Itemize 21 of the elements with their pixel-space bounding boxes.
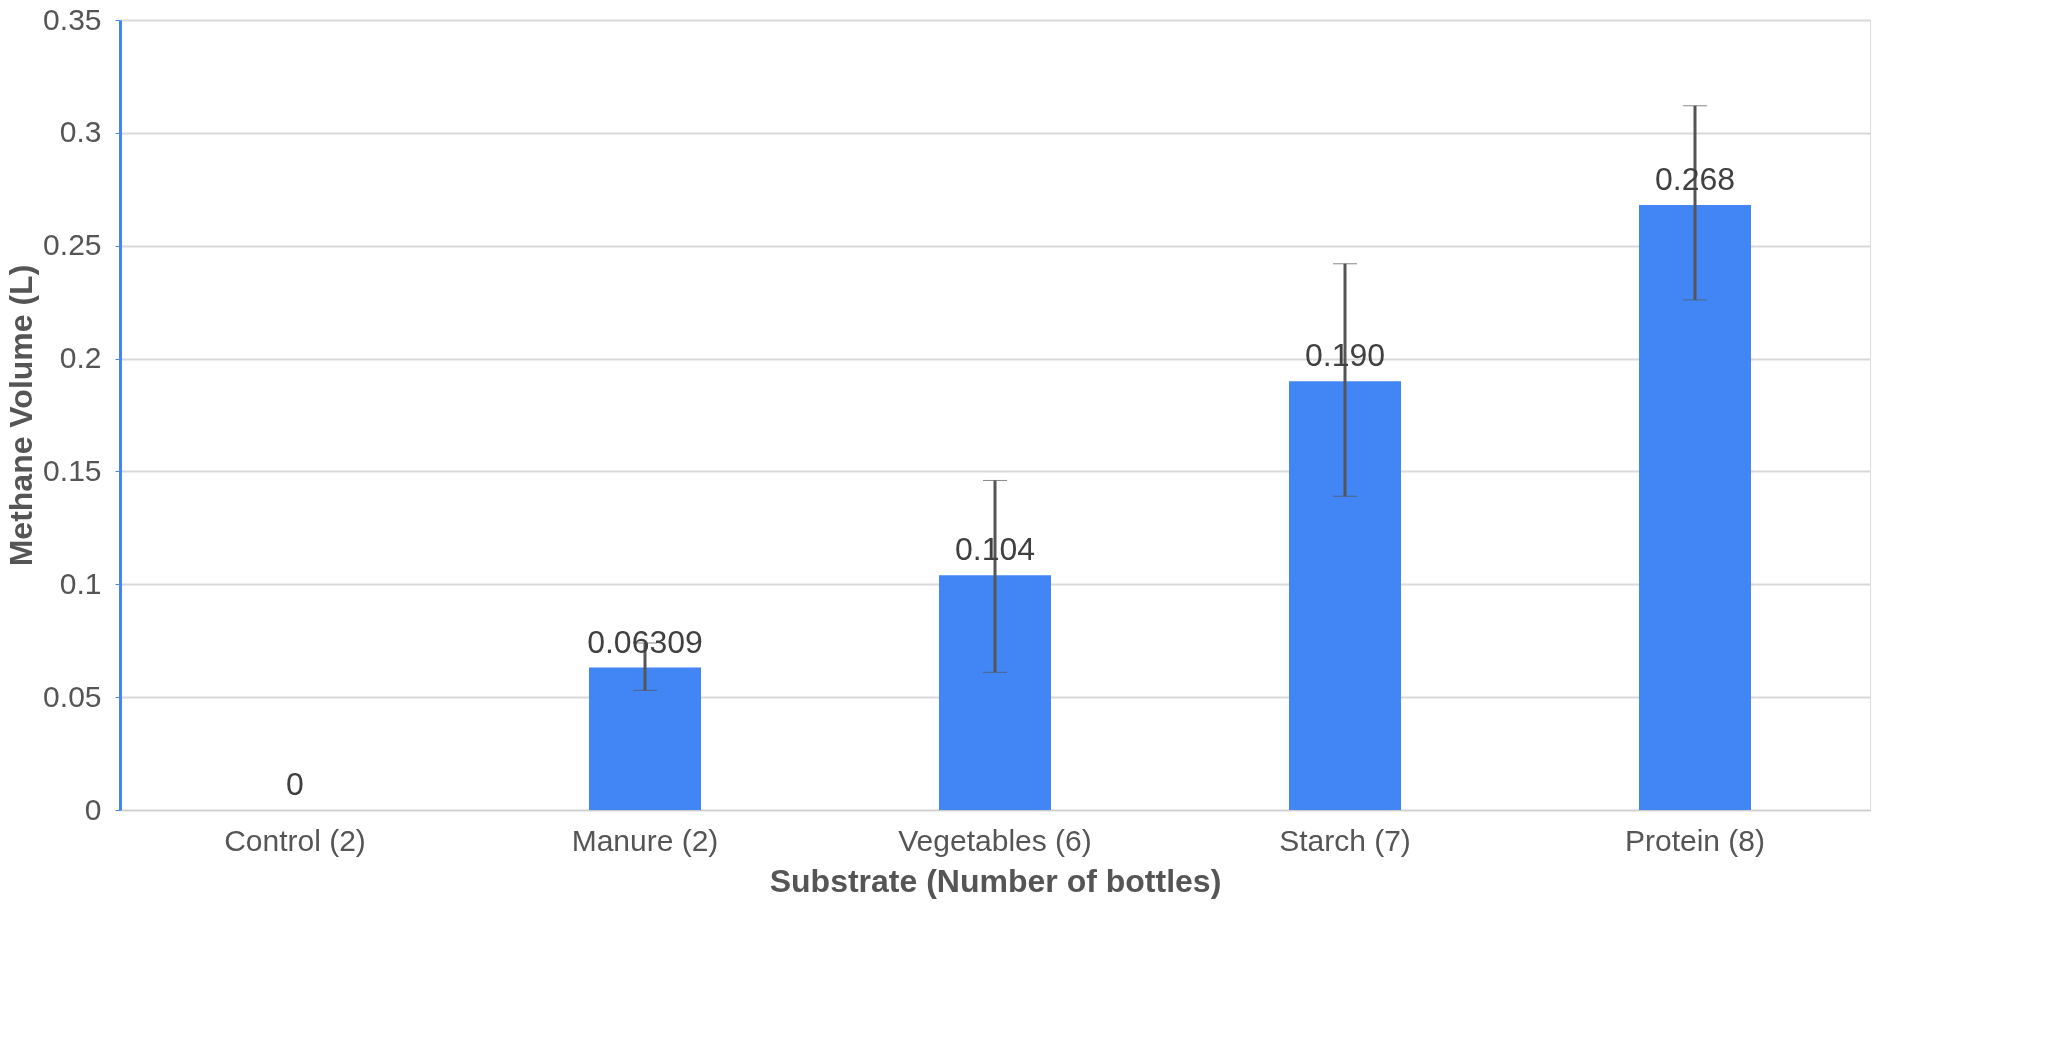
- x-tick-label: Manure (2): [571, 823, 719, 857]
- y-tick-label: 0.2: [59, 341, 102, 375]
- y-tick-label: 0.35: [43, 2, 102, 36]
- y-tick-label: 0: [84, 792, 102, 826]
- y-tick-label: 0.1: [59, 566, 102, 600]
- y-tick-label: 0.3: [59, 115, 102, 149]
- y-tick-label: 0.15: [43, 453, 102, 487]
- x-tick-label: Protein (8): [1624, 823, 1766, 857]
- bar: [1289, 381, 1401, 810]
- bar: [589, 667, 701, 810]
- data-label: 0.06309: [587, 623, 703, 660]
- x-tick-label: Starch (7): [1279, 823, 1411, 857]
- x-tick-label: Control (2): [224, 823, 366, 857]
- bar: [939, 575, 1051, 810]
- data-label: 0: [286, 766, 304, 802]
- x-axis-title: Substrate (Number of bottles): [769, 862, 1222, 899]
- y-tick-label: 0.05: [43, 679, 102, 713]
- x-tick-label: Vegetables (6): [898, 823, 1092, 857]
- y-tick-label: 0.25: [43, 228, 102, 262]
- y-axis-title: Methane Volume (L): [3, 264, 40, 567]
- bar: [1639, 205, 1751, 810]
